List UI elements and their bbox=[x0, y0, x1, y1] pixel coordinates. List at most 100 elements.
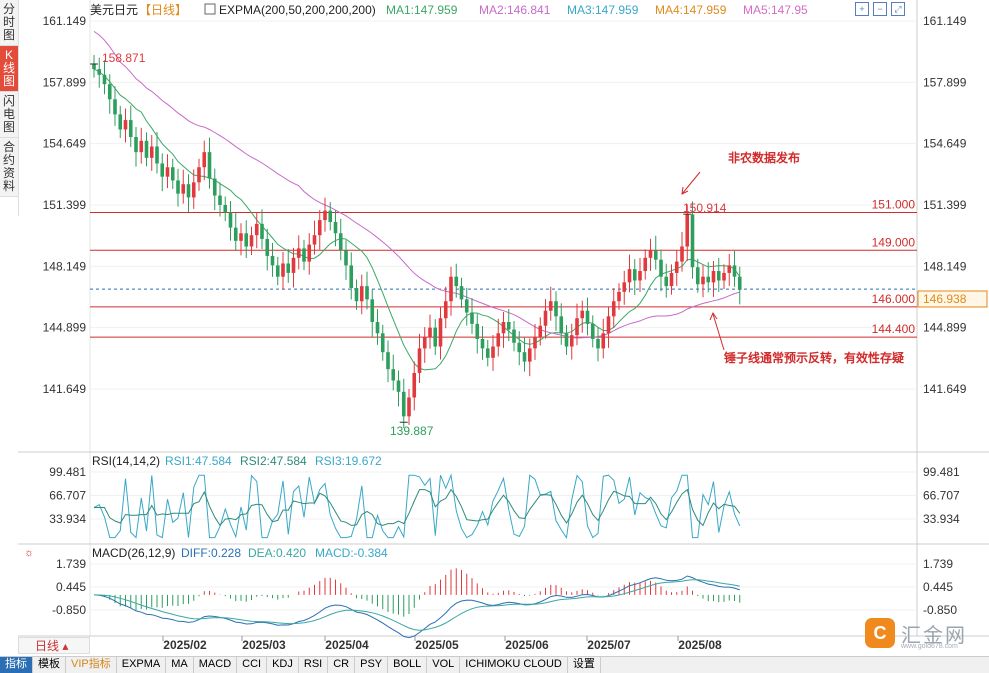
candle-body bbox=[580, 310, 585, 319]
candle-body bbox=[323, 210, 327, 221]
candle-body bbox=[664, 276, 669, 287]
candle-body bbox=[732, 265, 737, 277]
tab-expma[interactable]: EXPMA bbox=[117, 657, 167, 673]
rsi-tick-left: 66.707 bbox=[49, 489, 86, 503]
price-tick-left: 141.649 bbox=[43, 382, 87, 396]
candle-body bbox=[470, 312, 474, 324]
tab-flash[interactable]: 闪电图 bbox=[0, 92, 18, 138]
kline-chart[interactable]: 161.149 161.149 157.899 157.899 154.649 154.6… bbox=[0, 0, 989, 656]
macd-tick-right: 0.445 bbox=[923, 580, 953, 594]
rsi-tick-right: 66.707 bbox=[923, 489, 960, 503]
tab-settings[interactable]: 设置 bbox=[568, 657, 601, 673]
period-selector[interactable]: 日线 ▴ bbox=[18, 637, 90, 654]
candle-body bbox=[354, 288, 359, 302]
candle-body bbox=[538, 325, 543, 338]
price-tick-right: 148.149 bbox=[923, 259, 967, 273]
candle-body bbox=[575, 318, 579, 336]
candle-body bbox=[97, 69, 102, 75]
candle-body bbox=[265, 238, 270, 256]
candle-body bbox=[611, 301, 616, 317]
tab-templates[interactable]: 模板 bbox=[33, 657, 66, 673]
candle-body bbox=[212, 178, 217, 196]
candle-body bbox=[249, 235, 254, 247]
candle-body bbox=[107, 84, 112, 100]
tab-kdj[interactable]: KDJ bbox=[267, 657, 299, 673]
date-label: 2025/02 bbox=[163, 638, 207, 652]
candle-body bbox=[674, 261, 679, 273]
candle-body bbox=[228, 212, 233, 228]
current-price-label: 146.938 bbox=[923, 292, 967, 306]
tab-time-share[interactable]: 分时图 bbox=[0, 0, 18, 46]
tab-rsi[interactable]: RSI bbox=[299, 657, 329, 673]
candle-body bbox=[92, 63, 96, 70]
candle-body bbox=[512, 329, 516, 343]
candle-body bbox=[638, 271, 642, 281]
tab-contract-info[interactable]: 合约资料 bbox=[0, 138, 18, 197]
ma5-label: MA5:147.95 bbox=[743, 3, 808, 17]
candle-body bbox=[454, 276, 459, 287]
candle-body bbox=[317, 220, 322, 236]
rsi3-label: RSI3:19.672 bbox=[315, 454, 382, 468]
candle-body bbox=[596, 338, 600, 349]
tab-indicators[interactable]: 指标 bbox=[0, 657, 33, 673]
candle-body bbox=[338, 233, 343, 251]
candle-body bbox=[695, 267, 700, 285]
candle-body bbox=[349, 265, 354, 289]
candle-body bbox=[144, 140, 149, 158]
price-tick-right: 154.649 bbox=[923, 137, 967, 151]
price-tick-left: 157.899 bbox=[43, 75, 87, 89]
macd-tick-left: 1.739 bbox=[56, 557, 86, 571]
ma4-label: MA4:147.959 bbox=[655, 3, 727, 17]
date-label: 2025/05 bbox=[415, 638, 459, 652]
indicator-settings-icon[interactable] bbox=[204, 3, 216, 15]
candle-body bbox=[307, 244, 312, 262]
rsi2-label: RSI2:47.584 bbox=[240, 454, 307, 468]
logo-mark-icon: C bbox=[865, 618, 895, 648]
candle-body bbox=[417, 348, 422, 373]
candle-body bbox=[375, 321, 380, 334]
candle-body bbox=[422, 337, 427, 349]
fullscreen-icon[interactable]: ⤢ bbox=[891, 2, 905, 16]
candle-body bbox=[412, 372, 417, 398]
tab-cr[interactable]: CR bbox=[328, 657, 356, 673]
price-tick-right: 151.399 bbox=[923, 198, 967, 212]
rsi2-line bbox=[94, 488, 741, 527]
candle-body bbox=[711, 271, 716, 283]
tab-cci[interactable]: CCI bbox=[237, 657, 268, 673]
candle-body bbox=[433, 327, 438, 347]
price-tick-right: 144.899 bbox=[923, 321, 967, 335]
dea-line bbox=[93, 579, 740, 631]
tab-boll[interactable]: BOLL bbox=[388, 657, 428, 673]
price-tick-right: 157.899 bbox=[923, 75, 967, 89]
candle-body bbox=[186, 184, 191, 198]
tab-ichimoku[interactable]: ICHIMOKU CLOUD bbox=[460, 657, 568, 673]
tab-vip-indicators[interactable]: VIP指标 bbox=[66, 657, 117, 673]
candle-body bbox=[401, 391, 406, 417]
zoom-out-icon[interactable]: − bbox=[873, 2, 887, 16]
candle-body bbox=[459, 286, 464, 300]
tab-macd[interactable]: MACD bbox=[194, 657, 238, 673]
recent-high-label: 150.914 bbox=[683, 201, 727, 215]
candle-body bbox=[716, 271, 721, 281]
tab-ma[interactable]: MA bbox=[166, 657, 194, 673]
candle-body bbox=[260, 223, 264, 239]
zoom-in-icon[interactable]: + bbox=[855, 2, 869, 16]
period-selector-label: 日线 bbox=[35, 639, 60, 653]
candle-body bbox=[123, 120, 128, 130]
candle-body bbox=[501, 321, 506, 334]
price-tick-left: 148.149 bbox=[43, 259, 87, 273]
macd-settings-icon[interactable]: ☼ bbox=[24, 547, 34, 559]
tab-vol[interactable]: VOL bbox=[427, 657, 461, 673]
watermark-logo: C 汇金网 www.gold678.com bbox=[865, 614, 977, 652]
rsi-tick-right: 99.481 bbox=[923, 465, 960, 479]
date-label: 2025/06 bbox=[505, 638, 549, 652]
price-tick-right: 161.149 bbox=[923, 14, 967, 28]
tab-kline[interactable]: K线图 bbox=[0, 46, 18, 92]
candle-body bbox=[170, 167, 175, 181]
candle-body bbox=[328, 210, 333, 222]
candle-body bbox=[643, 257, 648, 272]
candle-body bbox=[548, 301, 553, 311]
tab-psy[interactable]: PSY bbox=[355, 657, 389, 673]
indicator-label: EXPMA(200,50,200,200,200) bbox=[219, 3, 376, 17]
candle-body bbox=[606, 316, 611, 334]
